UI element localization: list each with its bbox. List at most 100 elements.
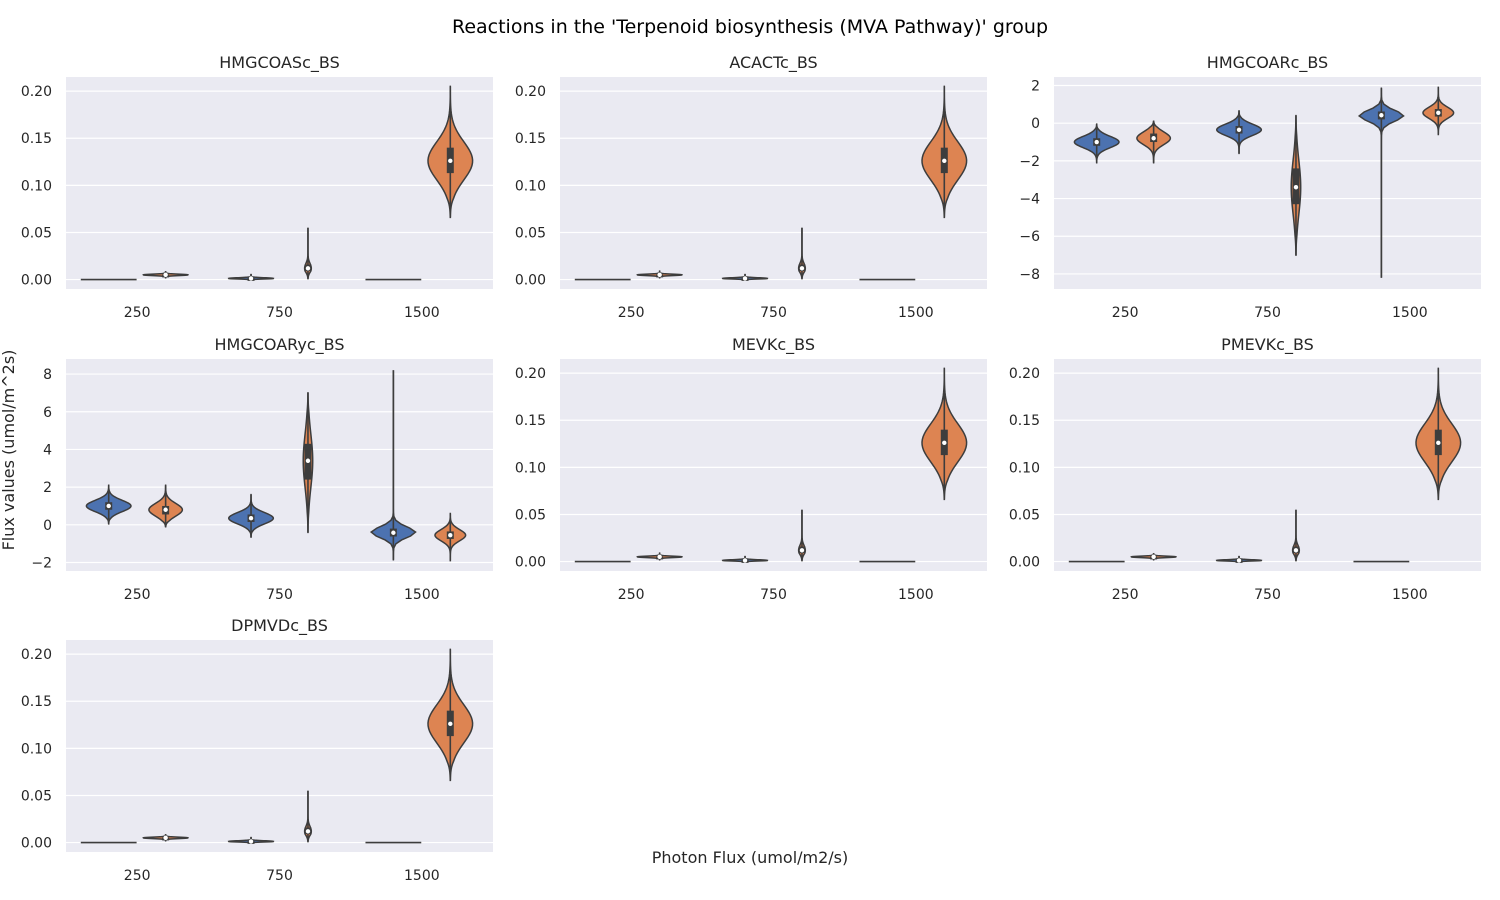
violin-750-orange — [303, 790, 313, 843]
violin-median — [1236, 558, 1242, 563]
panel-title: HMGCOARyc_BS — [214, 335, 344, 355]
x-tick-label: 1500 — [404, 587, 440, 603]
x-tick-label: 1500 — [898, 305, 934, 321]
y-tick-label: 0 — [43, 518, 52, 534]
y-tick-label: 2 — [43, 480, 52, 496]
violin-median — [391, 530, 396, 535]
violin-750-orange — [303, 227, 313, 280]
violin-250-orange — [1130, 553, 1177, 560]
panel-HMGCOARyc_BS: −2 0 2 4 6 8 250 750 1500 HMGCOARyc_BS — [31, 335, 493, 603]
violin-1500-blue — [369, 370, 417, 560]
plot-area — [1054, 77, 1481, 289]
y-tick-label: 0.00 — [515, 273, 546, 289]
y-tick-label: 0.05 — [515, 507, 546, 523]
plot-area — [1054, 359, 1481, 571]
x-tick-label: 1500 — [898, 587, 934, 603]
violin-1500-orange — [427, 648, 474, 782]
violin-1500-orange — [921, 367, 968, 501]
panel-title: HMGCOASc_BS — [219, 53, 339, 73]
panel-title: PMEVKc_BS — [1221, 335, 1314, 355]
x-tick-label: 750 — [266, 587, 293, 603]
panel-MEVKc_BS: 0.00 0.05 0.10 0.15 0.20 250 750 1500 MEVKc_BS — [515, 335, 987, 603]
x-tick-label: 250 — [124, 305, 151, 321]
violin-median — [163, 272, 168, 278]
y-tick-label: 6 — [43, 405, 52, 421]
violin-750-orange — [1291, 509, 1301, 562]
violin-1500-orange — [1415, 368, 1462, 501]
violin-750-blue — [1215, 110, 1263, 154]
x-tick-label: 250 — [1112, 587, 1139, 603]
y-tick-label: 0.15 — [515, 131, 546, 147]
y-axis-label: Flux values (umol/m^2s) — [0, 350, 18, 551]
panel-HMGCOASc_BS: 0.00 0.05 0.10 0.15 0.20 250 750 1500 HMGCOASc_B… — [21, 53, 493, 321]
y-tick-label: 0.05 — [515, 225, 546, 241]
violin-median — [799, 266, 805, 271]
violin-median — [1151, 554, 1156, 560]
plot-area — [66, 77, 493, 289]
violin-median — [248, 276, 254, 281]
y-tick-label: 0.10 — [515, 178, 546, 194]
x-tick-label: 250 — [1112, 305, 1139, 321]
violin-750-blue — [721, 555, 769, 563]
violin-1500-orange — [921, 85, 968, 219]
y-tick-label: −2 — [1019, 154, 1040, 170]
y-tick-label: 0.20 — [1009, 366, 1040, 382]
x-tick-label: 250 — [124, 587, 151, 603]
violin-750-blue — [227, 836, 275, 844]
violin-median — [106, 503, 111, 509]
violin-median — [742, 558, 748, 563]
y-tick-label: 0.15 — [21, 694, 52, 710]
violin-median — [248, 839, 254, 844]
violin-median — [248, 516, 254, 521]
violin-median — [305, 458, 311, 463]
violin-median — [1436, 110, 1441, 116]
x-tick-label: 750 — [760, 587, 787, 603]
y-tick-label: −2 — [31, 556, 52, 572]
x-tick-label: 750 — [1254, 587, 1281, 603]
figure-title: Reactions in the 'Terpenoid biosynthesis… — [452, 16, 1048, 38]
y-tick-label: 0.10 — [21, 741, 52, 757]
y-tick-label: 0.00 — [515, 555, 546, 571]
y-tick-label: 0.15 — [1009, 413, 1040, 429]
y-tick-label: 0.00 — [21, 836, 52, 852]
violin-median — [1094, 139, 1099, 145]
y-tick-label: 0.10 — [515, 460, 546, 476]
violin-250-blue — [1073, 123, 1120, 163]
panel-ACACTc_BS: 0.00 0.05 0.10 0.15 0.20 250 750 1500 ACACTc_BS — [515, 53, 987, 321]
plot-area — [560, 359, 987, 571]
violin-median — [1293, 185, 1299, 190]
violin-median — [942, 158, 947, 164]
x-tick-label: 750 — [266, 305, 293, 321]
y-tick-label: 0.00 — [21, 273, 52, 289]
x-tick-label: 250 — [618, 305, 645, 321]
violin-median — [1293, 548, 1299, 553]
violin-median — [799, 548, 805, 553]
panel-title: HMGCOARc_BS — [1207, 53, 1328, 73]
violin-median — [1379, 113, 1384, 118]
violin-250-orange — [142, 834, 189, 842]
y-tick-label: 0.20 — [21, 84, 52, 100]
violin-1500-orange — [1422, 87, 1455, 135]
violin-750-blue — [721, 273, 769, 281]
y-tick-label: 0.20 — [515, 84, 546, 100]
x-tick-label: 250 — [124, 868, 151, 884]
y-tick-label: 0.15 — [21, 131, 52, 147]
violin-250-orange — [148, 484, 184, 528]
violin-1500-blue — [1357, 88, 1405, 278]
y-tick-label: 0.10 — [1009, 460, 1040, 476]
x-tick-label: 1500 — [404, 868, 440, 884]
y-tick-label: 0.05 — [21, 788, 52, 804]
violin-250-orange — [636, 271, 683, 279]
y-tick-label: 0.10 — [21, 178, 52, 194]
panel-PMEVKc_BS: 0.00 0.05 0.10 0.15 0.20 250 750 1500 PMEVKc_BS — [1009, 335, 1481, 603]
violin-median — [1236, 127, 1242, 132]
panel-HMGCOARc_BS: −8 −6 −4 −2 0 2 250 750 1500 HMGCOARc_BS — [1019, 53, 1481, 321]
panel-DPMVDc_BS: 0.00 0.05 0.10 0.15 0.20 250 750 1500 DPMVDc_BS — [21, 616, 493, 884]
violin-750-orange — [302, 392, 314, 534]
violin-median — [448, 532, 453, 538]
violin-750-orange — [1290, 114, 1302, 256]
y-tick-label: 0.00 — [1009, 555, 1040, 571]
panel-title: MEVKc_BS — [732, 335, 815, 355]
violin-median — [163, 507, 168, 512]
